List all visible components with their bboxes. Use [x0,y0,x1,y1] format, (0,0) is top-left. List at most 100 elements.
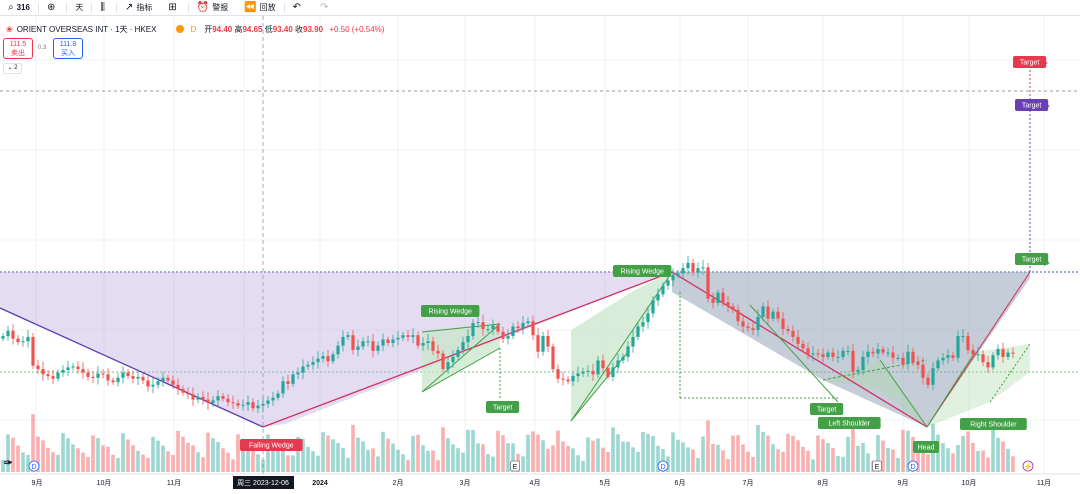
sell-button[interactable]: 111.5 卖出 [3,38,33,59]
candle-body [541,336,545,352]
volume-bar [486,454,490,472]
time-axis-label: 11月 [167,479,181,487]
candle-body [866,351,870,357]
lightning-icon-glyph: ⚡ [1024,462,1033,471]
candle-body [536,335,540,352]
volume-bar [656,445,660,472]
volume-bar [406,459,410,472]
volume-bar [61,433,65,472]
buy-label: 买入 [61,50,75,57]
candle-body [836,356,840,358]
pattern-lines [0,62,1031,428]
buy-button[interactable]: 111.8 买入 [53,38,83,59]
volume-bar [161,445,165,472]
volume-bar [21,452,25,472]
candle-body [656,294,660,301]
undo-icon: ↶ [292,2,302,13]
candle-body [886,352,890,354]
symbol-search-button[interactable]: ⌕ 316 [0,0,38,16]
alerts-button[interactable]: ⏰ 警报 [189,0,236,16]
volume-bar [976,451,980,472]
delay-label: D [190,24,197,34]
volume-bar [41,440,45,472]
volume-bar [621,441,625,472]
volume-bar [591,440,595,472]
layouts-button[interactable]: ⊞ [160,0,187,16]
candle-body [976,354,980,356]
volume-bar [991,428,995,472]
candle-body [16,338,20,343]
volume-bar [906,430,910,472]
candle-body [241,404,245,406]
candle-body [1001,349,1005,357]
candle-body [251,402,255,409]
volume-bar [521,456,525,472]
replay-button[interactable]: ⏪ 回放 [236,0,283,16]
candle-body [151,384,155,387]
rising-wedge-label-2-text: Rising Wedge [620,269,664,276]
candle-body [921,364,925,378]
toolbar-divider [91,2,93,13]
volume-bar [386,438,390,472]
neckline-dashed [822,359,928,381]
descending-neckline [671,271,928,428]
candle-body [551,346,555,370]
volume-bar [581,460,585,472]
volume-bar [806,450,810,472]
candle-body [801,343,805,349]
interval-button[interactable]: 天 [75,3,84,12]
time-axis-label: 6月 [675,479,686,487]
volume-bar [356,437,360,472]
volume-bar [226,452,230,472]
candle-body [111,380,115,383]
volume-bar [721,450,725,472]
candle-body [496,325,500,332]
volume-bar [501,435,505,472]
candles-icon: ⫼ [100,2,105,13]
volume-bar [781,451,785,472]
volume-bar [491,456,495,472]
candle-body [786,329,790,331]
target-flag-red [1042,60,1048,66]
search-icon: ⌕ [8,2,14,13]
candle-body [76,366,80,370]
candle-body [591,370,595,375]
candle-body [871,351,875,354]
low-label: 低 [264,24,273,34]
candle-body [356,346,360,350]
undo-button[interactable]: ↶ [285,0,312,16]
lightning-icon [1022,460,1034,472]
candle-body [366,341,370,343]
volume-bar [106,446,110,472]
candle-body [121,372,125,378]
candle-body [331,354,335,362]
volume-bar [86,457,90,472]
target-label-1-bg [486,401,520,413]
volume-bar [336,443,340,472]
compare-button[interactable]: ⊕ [39,0,66,16]
collapse-indicators-button[interactable]: ⌄ 2 [3,63,22,74]
volume-bar [556,430,560,472]
candle-body [451,356,455,363]
change-value: +0.50 (+0.54%) [329,24,385,34]
candle-body [616,360,620,368]
volume-bar [456,448,460,472]
redo-button[interactable]: ↷ [312,0,339,16]
candle-body [346,335,350,337]
volume-bar [771,444,775,472]
volume-bar [361,441,365,472]
head-label: Head [913,441,939,453]
volume-bar [471,430,475,472]
indicators-button[interactable]: ↗ 指标 [117,0,160,16]
candle-body [191,394,195,400]
plus-circle-icon: ⊕ [46,2,56,13]
volume-bar [941,443,945,472]
dividend-marker-text: D [660,464,665,471]
candle-body [436,350,440,354]
volume-bar [896,458,900,472]
candle-body [911,351,915,363]
volume-bar [26,455,30,472]
chart-type-button[interactable]: ⫼ [92,0,116,16]
volume-bar [221,448,225,472]
